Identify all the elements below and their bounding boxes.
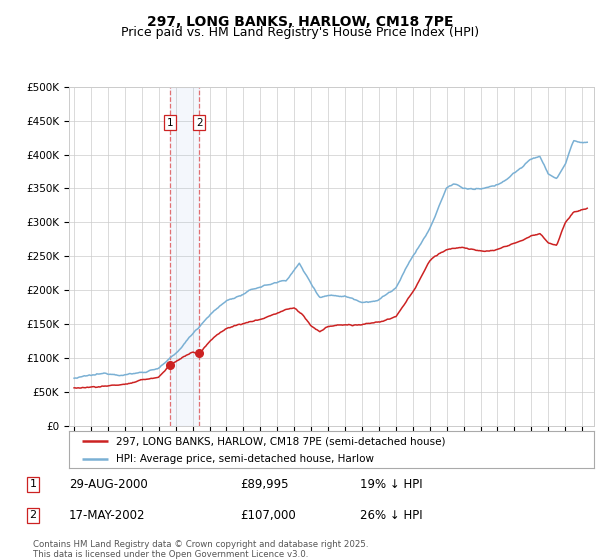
Text: 19% ↓ HPI: 19% ↓ HPI [360,478,422,491]
Text: This data is licensed under the Open Government Licence v3.0.: This data is licensed under the Open Gov… [33,550,308,559]
Text: 1: 1 [167,118,173,128]
Text: 29-AUG-2000: 29-AUG-2000 [69,478,148,491]
Text: 297, LONG BANKS, HARLOW, CM18 7PE: 297, LONG BANKS, HARLOW, CM18 7PE [147,15,453,29]
Text: 2: 2 [196,118,202,128]
Text: 1: 1 [29,479,37,489]
Text: 297, LONG BANKS, HARLOW, CM18 7PE (semi-detached house): 297, LONG BANKS, HARLOW, CM18 7PE (semi-… [116,436,446,446]
Bar [170,87,199,426]
Text: 2: 2 [29,510,37,520]
Text: 26% ↓ HPI: 26% ↓ HPI [360,508,422,522]
Text: 17-MAY-2002: 17-MAY-2002 [69,508,146,522]
Text: Price paid vs. HM Land Registry's House Price Index (HPI): Price paid vs. HM Land Registry's House … [121,26,479,39]
Text: Contains HM Land Registry data © Crown copyright and database right 2025.: Contains HM Land Registry data © Crown c… [33,540,368,549]
Text: HPI: Average price, semi-detached house, Harlow: HPI: Average price, semi-detached house,… [116,454,374,464]
Text: £107,000: £107,000 [240,508,296,522]
Text: £89,995: £89,995 [240,478,289,491]
